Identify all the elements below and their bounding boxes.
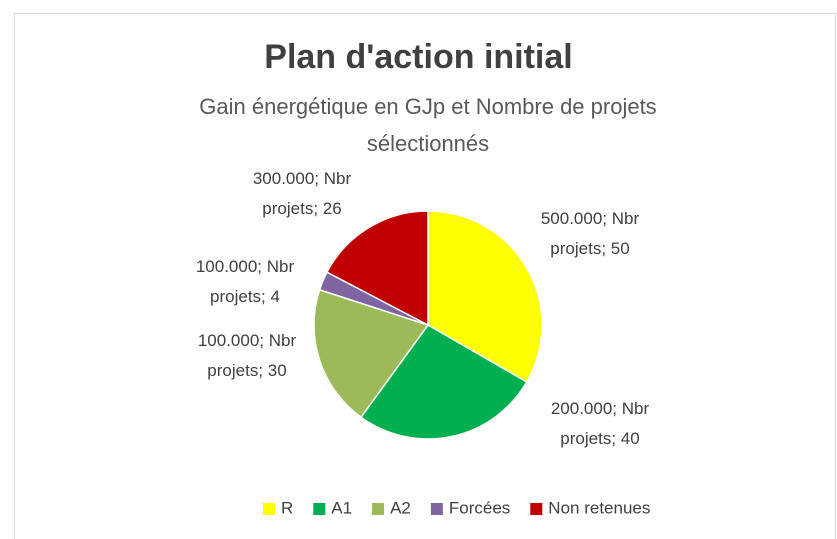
pie-slice bbox=[427, 210, 543, 384]
legend-swatch bbox=[530, 503, 543, 515]
data-label: 500.000; Nbr projets; 50 bbox=[541, 209, 640, 258]
pie-slice bbox=[313, 288, 430, 419]
legend-swatch bbox=[372, 503, 385, 515]
legend-label: A2 bbox=[390, 498, 411, 517]
legend-swatch bbox=[263, 503, 275, 515]
legend-label: Forcées bbox=[449, 498, 510, 517]
chart-title: Plan d'action initial bbox=[264, 38, 573, 76]
data-label: 100.000; Nbr projets; 30 bbox=[198, 331, 297, 380]
legend-swatch bbox=[313, 503, 326, 515]
data-label: 300.000; Nbr projets; 26 bbox=[253, 169, 352, 218]
chart-border bbox=[14, 13, 836, 539]
pie-slice bbox=[325, 210, 429, 327]
data-label: 100.000; Nbr projets; 4 bbox=[196, 257, 295, 306]
legend-label: A1 bbox=[331, 498, 352, 517]
legend-label: R bbox=[281, 498, 293, 517]
chart-subtitle: Gain énergétique en GJp et Nombre de pro… bbox=[199, 94, 657, 156]
pie-slice bbox=[359, 324, 528, 440]
data-label: 200.000; Nbr projets; 40 bbox=[551, 399, 650, 448]
legend-label: Non retenues bbox=[548, 498, 650, 517]
legend-swatch bbox=[430, 503, 443, 515]
